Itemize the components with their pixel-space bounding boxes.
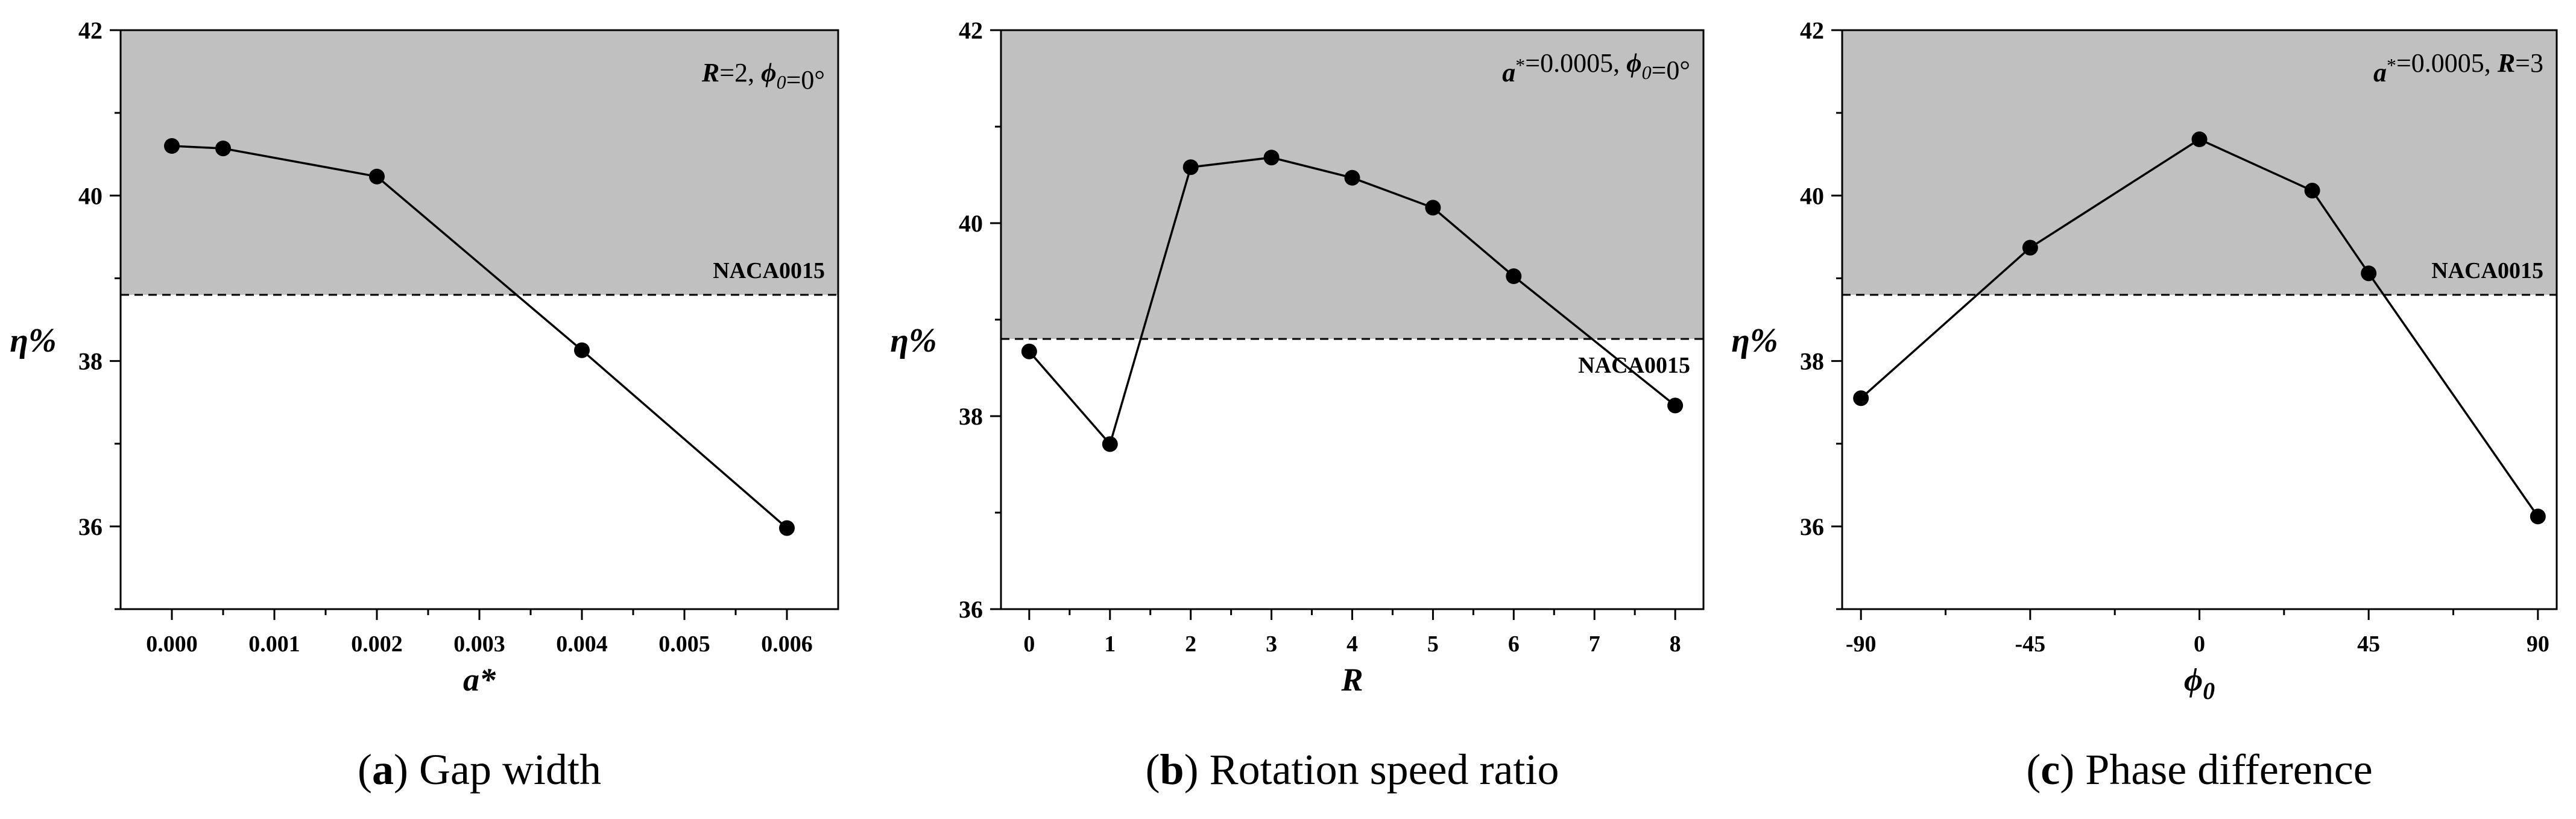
chart-panel-b: NACA0015 0 1 2 3 4 5 6 7 8 36 38 40 42 η% Ra*=0.0005, ϕ… [890, 17, 1705, 794]
y-tick-label: 42 [959, 17, 983, 44]
annotation: R=2, ϕ0=0° [701, 58, 825, 95]
y-tick-label: 36 [959, 596, 983, 623]
data-point [574, 342, 590, 358]
x-tick-label: 6 [1508, 631, 1520, 657]
y-axis-label: η% [890, 322, 936, 359]
x-tick-label: 0 [1023, 631, 1035, 657]
data-point [1263, 150, 1280, 166]
x-tick-label: 2 [1185, 631, 1196, 657]
x-tick-label: 8 [1670, 631, 1681, 657]
series-line [1028, 156, 1676, 446]
chart-panel-c: NACA0015 -90 -45 0 45 90 36 38 40 42 η% ϕ0 a*=0.0005… [1731, 17, 2558, 794]
y-axis-label: η% [1731, 322, 1778, 359]
y-tick-label: 42 [78, 17, 103, 44]
x-tick-label: 3 [1266, 631, 1277, 657]
annotation: a*=0.0005, ϕ0=0° [1502, 48, 1690, 87]
reference-label: NACA0015 [713, 258, 825, 283]
y-tick-label: 38 [1800, 348, 1824, 375]
y-tick-label: 40 [959, 210, 983, 237]
x-tick-label: -45 [2015, 631, 2046, 657]
data-point [164, 138, 180, 154]
data-point [2191, 131, 2208, 148]
reference-label: NACA0015 [2431, 258, 2543, 283]
x-tick-label: 90 [2527, 631, 2549, 657]
data-point [1021, 343, 1037, 359]
y-tick-label: 40 [1800, 182, 1824, 209]
y-axis-label: η% [10, 322, 56, 359]
y-tick-label: 38 [78, 348, 103, 375]
x-tick-label: 0.003 [453, 631, 505, 657]
shaded-region [121, 30, 838, 295]
data-point [1425, 200, 1441, 216]
x-tick-label: 4 [1346, 631, 1358, 657]
x-axis-label: R [1340, 662, 1363, 698]
data-point [1182, 159, 1199, 176]
x-axis-label: ϕ0 [2184, 662, 2215, 704]
data-point [369, 168, 385, 185]
x-tick-label: 0.002 [351, 631, 403, 657]
data-point [2022, 239, 2038, 256]
panel-caption: (a) Gap width [358, 745, 601, 794]
x-tick-label: 45 [2357, 631, 2380, 657]
y-tick-label: 40 [78, 182, 103, 209]
shaded-region [1842, 30, 2557, 295]
data-point [779, 520, 795, 536]
data-point [1344, 169, 1360, 186]
x-tick-label: 0.000 [146, 631, 198, 657]
data-point [1506, 268, 1522, 284]
chart-panel-a: NACA0015 0.000 0.001 0.002 0.003 0.004 0.005 0.… [10, 17, 839, 794]
x-tick-label: 0.001 [248, 631, 300, 657]
data-point [215, 141, 231, 157]
data-point [1853, 390, 1869, 406]
series-line [1860, 138, 2539, 517]
panel-caption: (c) Phase difference [2026, 745, 2372, 794]
annotation: a*=0.0005, R=3 [2373, 48, 2543, 87]
x-tick-label: 0 [2194, 631, 2205, 657]
x-tick-label: -90 [1846, 631, 1877, 657]
data-point [2304, 183, 2320, 199]
data-point [1102, 436, 1118, 452]
y-tick-label: 38 [959, 403, 983, 430]
x-tick-label: 1 [1104, 631, 1116, 657]
x-tick-label: 0.004 [556, 631, 608, 657]
data-point [2361, 265, 2377, 282]
x-tick-label: 5 [1427, 631, 1439, 657]
x-tick-label: 7 [1589, 631, 1600, 657]
y-tick-label: 36 [78, 513, 103, 540]
y-tick-label: 42 [1800, 17, 1824, 44]
x-tick-label: 0.005 [658, 631, 710, 657]
y-tick-label: 36 [1800, 513, 1824, 540]
panel-caption: (b) Rotation speed ratio [1146, 745, 1559, 794]
data-point [2530, 508, 2546, 525]
data-point [1667, 397, 1684, 414]
x-axis-label: a* [463, 662, 496, 698]
reference-label: NACA0015 [1578, 353, 1690, 378]
x-tick-label: 0.006 [761, 631, 813, 657]
